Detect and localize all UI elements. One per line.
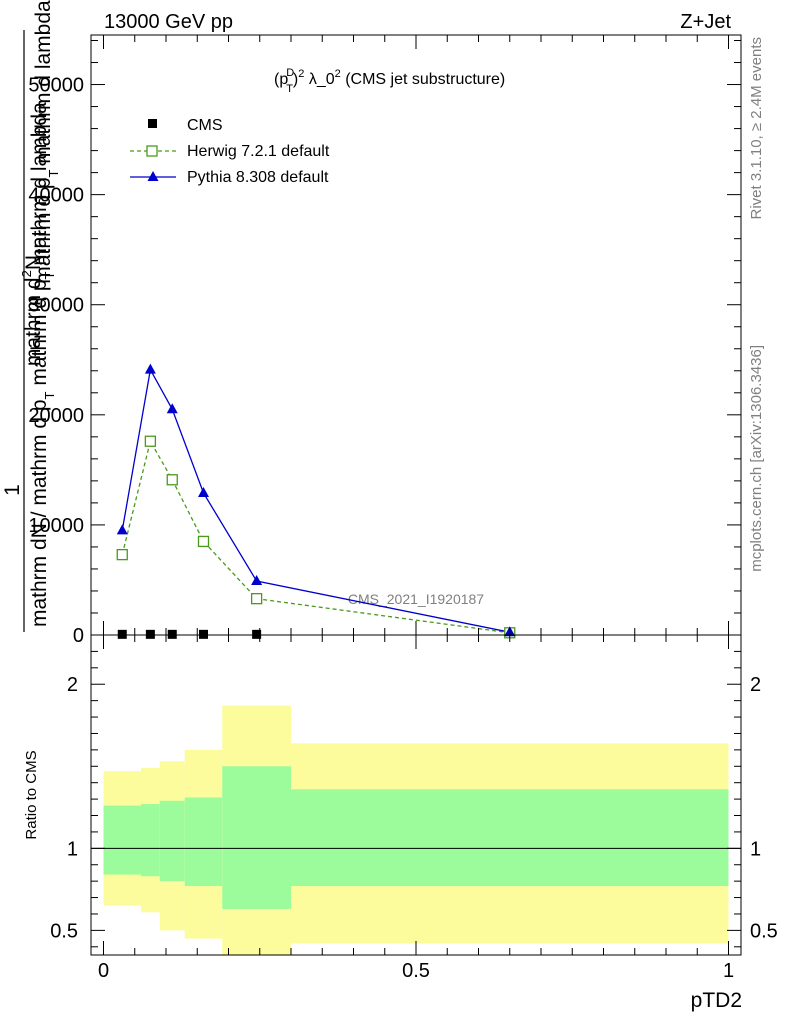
x-tick-label-0: 0 xyxy=(98,960,109,982)
ratio-inner-band-0 xyxy=(103,805,141,875)
data-point-pythia-0 xyxy=(116,524,128,535)
legend-cms-marker xyxy=(148,119,157,128)
ratio-tick-label-left-1: 1 xyxy=(67,838,78,860)
y-axis-label-fraction: mathrm dN / mathrm d pT mathrm d pT math… xyxy=(28,102,57,627)
y-tick-label-2: 20000 xyxy=(28,405,84,427)
data-point-cms-1 xyxy=(145,629,155,639)
x-axis: 0 0.5 1 xyxy=(98,35,734,982)
data-point-herwig-4 xyxy=(250,593,263,605)
legend: CMS Herwig 7.2.1 default Pythia 8.308 de… xyxy=(130,117,330,186)
mcplots-label: mcplots.cern.ch [arXiv:1306.3436] xyxy=(748,345,765,572)
data-point-pythia-4 xyxy=(251,575,263,586)
ratio-inner-band-5 xyxy=(291,789,729,887)
y-axis-label-denom: mathrm d pT mathrm d lambda xyxy=(32,0,61,284)
ratio-tick-label-right-1: 1 xyxy=(750,838,761,860)
data-point-cms-3 xyxy=(199,629,208,639)
y-tick-label-5: 50000 xyxy=(28,75,84,97)
y-tick-label-1: 10000 xyxy=(28,515,84,537)
data-point-cms-2 xyxy=(167,629,177,639)
ratio-tick-label-right-2: 2 xyxy=(750,674,761,696)
process-label: Z+Jet xyxy=(680,11,731,33)
y-axis-label-top: 1 xyxy=(1,484,24,496)
data-point-cms-0 xyxy=(117,629,127,639)
legend-herwig-marker xyxy=(146,145,158,157)
y-tick-label-0: 0 xyxy=(73,625,84,647)
y-axis-label-numer: mathrm d2N xyxy=(19,255,45,366)
legend-pythia-label: Pythia 8.308 default xyxy=(187,169,329,186)
x-tick-label-2: 1 xyxy=(723,960,734,982)
legend-pythia-marker xyxy=(147,171,159,181)
series-line-herwig xyxy=(121,439,510,634)
ratio-tick-label-left-2: 2 xyxy=(67,674,78,696)
ratio-inner-band-1 xyxy=(141,804,160,877)
ratio-y-axis-label: Ratio to CMS xyxy=(23,750,40,839)
legend-herwig-label: Herwig 7.2.1 default xyxy=(187,143,330,160)
x-tick-label-1: 0.5 xyxy=(402,960,430,982)
rivet-label: Rivet 3.1.10, ≥ 2.4M events xyxy=(748,37,765,220)
ratio-inner-band-2 xyxy=(159,800,185,882)
ratio-tick-label-right-0: 0.5 xyxy=(750,920,778,942)
series-line-pythia xyxy=(121,367,510,633)
ratio-plot: 0.5 0.5 1 1 2 2 xyxy=(50,634,778,956)
analysis-label: CMS_2021_I1920187 xyxy=(348,591,484,607)
data-point-herwig-0 xyxy=(116,548,128,561)
data-point-pythia-1 xyxy=(144,363,156,374)
ratio-tick-label-left-0: 0.5 xyxy=(50,920,78,942)
plot-title: (pD T)2 λ_02 (CMS jet substructure) xyxy=(274,67,505,95)
data-point-herwig-1 xyxy=(144,435,157,447)
y-tick-label-3: 30000 xyxy=(28,295,84,317)
ratio-inner-band-3 xyxy=(184,797,223,887)
ratio-inner-band-4 xyxy=(222,766,291,910)
y-tick-label-4: 40000 xyxy=(28,185,84,207)
data-point-pythia-2 xyxy=(166,403,178,414)
data-point-pythia-3 xyxy=(198,486,209,497)
legend-cms-label: CMS xyxy=(187,117,223,134)
energy-label: 13000 GeV pp xyxy=(104,11,233,33)
data-point-cms-4 xyxy=(252,629,262,639)
y-axis-label: 1 mathrm d2N mathrm d pT mathrm d lambda… xyxy=(1,0,61,632)
x-axis-label: pTD2 xyxy=(691,989,742,1012)
data-point-herwig-3 xyxy=(197,535,210,548)
data-point-herwig-2 xyxy=(166,474,178,486)
